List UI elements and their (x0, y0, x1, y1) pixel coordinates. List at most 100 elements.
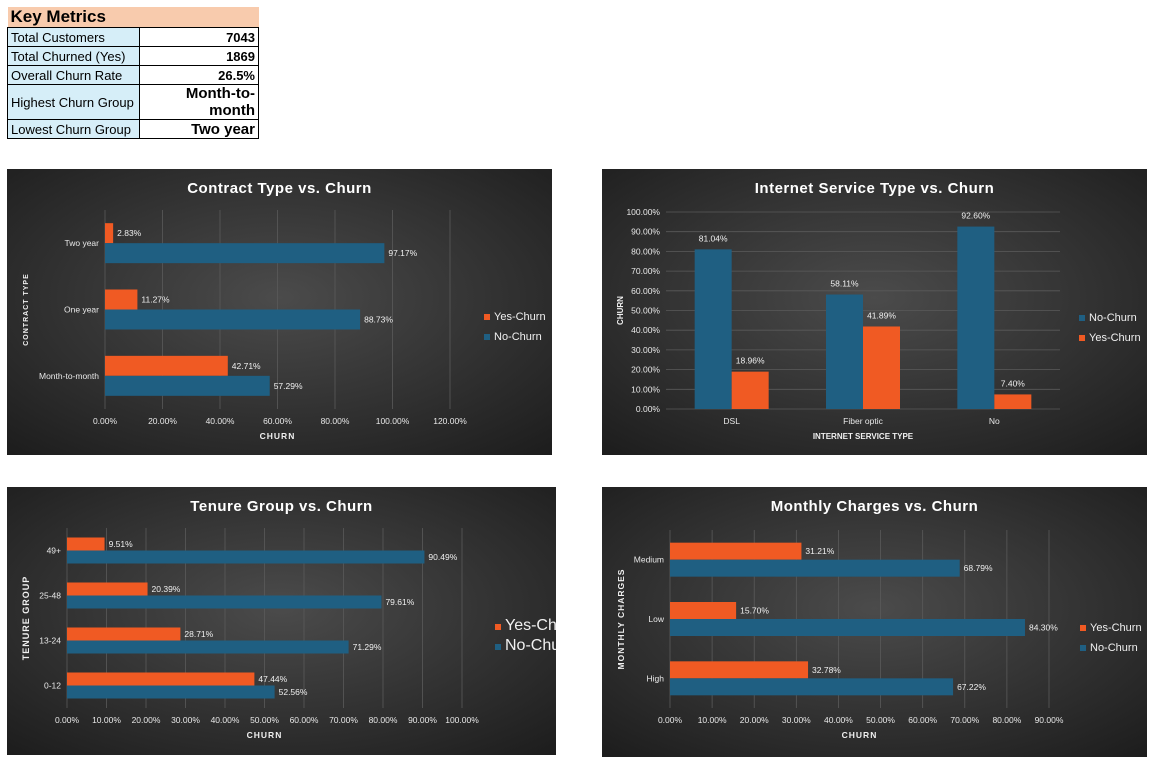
bar (670, 602, 737, 619)
bar (105, 309, 361, 330)
data-label: 31.21% (805, 546, 834, 556)
legend-swatch (1080, 645, 1086, 651)
y-tick-label: 13-24 (39, 636, 61, 646)
legend-swatch (1079, 335, 1085, 341)
bar (67, 582, 148, 596)
x-tick-label: 30.00% (782, 715, 811, 725)
x-tick-label: DSL (723, 416, 740, 426)
chart-background (7, 487, 556, 755)
bar (67, 640, 349, 654)
y-tick-label: Medium (634, 555, 664, 565)
data-label: 28.71% (184, 629, 213, 639)
x-tick-label: 120.00% (433, 416, 467, 426)
metric-value: Month-to-month (139, 84, 259, 120)
data-label: 47.44% (258, 674, 287, 684)
x-tick-label: 40.00% (206, 416, 235, 426)
x-tick-label: 70.00% (950, 715, 979, 725)
x-tick-label: 40.00% (824, 715, 853, 725)
data-label: 84.30% (1029, 623, 1058, 633)
bar (670, 661, 809, 679)
y-axis-title: CONTRACT TYPE (23, 273, 30, 346)
x-tick-label: 60.00% (263, 416, 292, 426)
bar (67, 627, 181, 641)
bar (105, 355, 228, 376)
contract-type-chart: Contract Type vs. Churn 0.00% 20.00% 40.00%… (7, 169, 552, 455)
y-tick-label: Low (648, 614, 664, 624)
y-tick-label: 100.00% (626, 207, 660, 217)
chart-svg: Internet Service Type vs. Churn 0.00% 10.0… (602, 169, 1147, 455)
data-label: 92.60% (961, 211, 990, 221)
bar (105, 375, 270, 396)
y-tick-label: 80.00% (631, 246, 660, 256)
x-axis-title: CHURN (247, 730, 283, 740)
legend-label: Yes-Churn (494, 311, 546, 323)
bar (670, 559, 960, 577)
x-tick-label: 90.00% (1035, 715, 1064, 725)
y-axis-title: CHURN (616, 296, 625, 325)
bar (105, 243, 385, 264)
x-tick-label: 50.00% (250, 715, 279, 725)
bar (731, 371, 769, 409)
legend-swatch (495, 644, 501, 650)
y-tick-label: Two year (65, 238, 100, 248)
data-label: 20.39% (152, 584, 181, 594)
x-tick-label: 10.00% (698, 715, 727, 725)
y-tick-label: 70.00% (631, 266, 660, 276)
data-label: 81.04% (699, 233, 728, 243)
y-tick-label: 0.00% (636, 404, 661, 414)
y-tick-label: High (647, 673, 665, 683)
x-tick-label: 80.00% (369, 715, 398, 725)
data-label: 2.83% (117, 228, 142, 238)
data-label: 68.79% (964, 563, 993, 573)
chart-title: Internet Service Type vs. Churn (755, 180, 994, 197)
x-axis-title: CHURN (260, 431, 296, 441)
data-label: 52.56% (279, 687, 308, 697)
x-tick-label: 80.00% (992, 715, 1021, 725)
bar (670, 542, 802, 560)
legend-swatch (495, 624, 501, 630)
bar (957, 226, 995, 409)
y-tick-label: 49+ (47, 546, 61, 556)
chart-svg: Contract Type vs. Churn 0.00% 20.00% 40.00%… (7, 169, 552, 455)
x-tick-label: 50.00% (866, 715, 895, 725)
metric-row: Total Customers 7043 (7, 27, 259, 47)
x-tick-label: 30.00% (171, 715, 200, 725)
x-tick-label: 0.00% (55, 715, 80, 725)
y-tick-label: 0-12 (44, 681, 61, 691)
bar (105, 223, 114, 244)
bar (694, 249, 732, 409)
x-tick-label: 20.00% (132, 715, 161, 725)
legend-label: No-Churn (1089, 312, 1137, 324)
bar (670, 619, 1025, 636)
legend-label: Yes-Churn (505, 617, 556, 634)
x-tick-label: 20.00% (740, 715, 769, 725)
x-tick-label: 10.00% (92, 715, 121, 725)
key-metrics-title: Key Metrics (7, 7, 259, 28)
x-tick-label: Fiber optic (843, 416, 883, 426)
metric-label: Total Customers (7, 27, 140, 47)
monthly-charges-chart: Monthly Charges vs. Churn 0.00% 10.00% 20.0… (602, 487, 1147, 757)
chart-svg: Monthly Charges vs. Churn 0.00% 10.00% 20.0… (602, 487, 1147, 757)
bar (67, 550, 425, 564)
metric-row: Lowest Churn Group Two year (7, 119, 259, 139)
metric-row: Overall Churn Rate 26.5% (7, 65, 259, 85)
y-axis-title: TENURE GROUP (21, 576, 31, 661)
legend-label: No-Churn (494, 331, 542, 343)
metric-row: Total Churned (Yes) 1869 (7, 46, 259, 66)
y-tick-label: 25-48 (39, 591, 61, 601)
data-label: 41.89% (867, 310, 896, 320)
data-label: 79.61% (385, 597, 414, 607)
x-tick-label: 80.00% (321, 416, 350, 426)
bar (67, 685, 275, 699)
x-tick-label: 70.00% (329, 715, 358, 725)
chart-title: Contract Type vs. Churn (187, 180, 372, 197)
bar (826, 294, 863, 409)
data-label: 11.27% (141, 295, 170, 305)
x-tick-label: 20.00% (148, 416, 177, 426)
legend-label: Yes-Churn (1090, 622, 1142, 634)
legend-label: Yes-Churn (1089, 332, 1141, 344)
x-tick-label: 60.00% (290, 715, 319, 725)
y-tick-label: 40.00% (631, 325, 660, 335)
bar (67, 672, 255, 686)
y-tick-label: 50.00% (631, 306, 660, 316)
